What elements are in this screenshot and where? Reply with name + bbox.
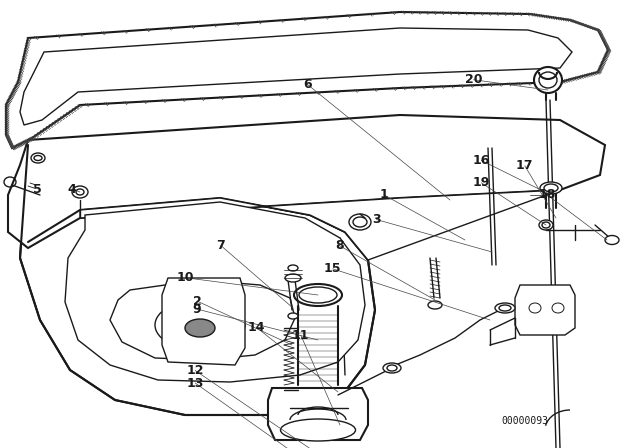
Text: 2: 2 [193, 294, 202, 308]
Text: 5: 5 [33, 182, 42, 196]
Text: 9: 9 [193, 302, 202, 316]
Ellipse shape [540, 182, 562, 194]
Text: 7: 7 [216, 239, 225, 252]
Polygon shape [20, 145, 375, 415]
Text: 00000093: 00000093 [501, 416, 548, 426]
Text: 13: 13 [186, 376, 204, 390]
Ellipse shape [383, 363, 401, 373]
Text: 3: 3 [372, 213, 381, 226]
Text: 11: 11 [292, 328, 310, 342]
Text: 19: 19 [472, 176, 490, 190]
Ellipse shape [280, 419, 355, 441]
Text: 18: 18 [538, 188, 556, 202]
Text: 4: 4 [67, 182, 76, 196]
Text: 14: 14 [247, 320, 265, 334]
Text: 15: 15 [324, 262, 342, 276]
Text: 10: 10 [177, 271, 195, 284]
Text: 12: 12 [186, 364, 204, 377]
Ellipse shape [539, 72, 557, 88]
Ellipse shape [285, 274, 301, 282]
Ellipse shape [539, 220, 553, 230]
Polygon shape [162, 278, 245, 365]
Polygon shape [65, 202, 365, 382]
Text: 6: 6 [303, 78, 312, 91]
Polygon shape [8, 115, 605, 248]
Ellipse shape [534, 67, 562, 93]
Polygon shape [20, 28, 572, 125]
Text: 20: 20 [465, 73, 483, 86]
Polygon shape [6, 12, 608, 148]
Text: 8: 8 [335, 239, 344, 252]
Ellipse shape [605, 236, 619, 245]
Ellipse shape [288, 313, 298, 319]
Ellipse shape [495, 303, 515, 313]
Text: 17: 17 [516, 159, 534, 172]
Polygon shape [80, 190, 560, 260]
Polygon shape [515, 285, 575, 335]
Ellipse shape [185, 319, 215, 337]
Text: 16: 16 [472, 154, 490, 167]
Polygon shape [110, 280, 295, 360]
Ellipse shape [428, 301, 442, 309]
Ellipse shape [170, 309, 230, 341]
Polygon shape [268, 388, 368, 440]
Ellipse shape [294, 284, 342, 306]
Ellipse shape [299, 287, 337, 303]
Text: 1: 1 [380, 188, 388, 202]
